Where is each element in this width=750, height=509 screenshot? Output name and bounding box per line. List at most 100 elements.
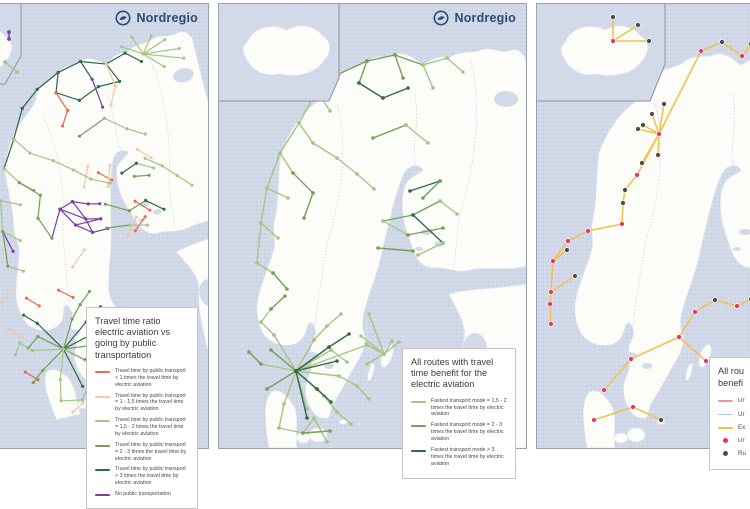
route-edge (279, 152, 294, 174)
rural-airport-node (646, 38, 652, 44)
rural-airport-node (610, 14, 616, 20)
rural-airport-node (639, 160, 645, 166)
route-edge (313, 325, 328, 341)
route-edge (256, 262, 274, 274)
route-edge (394, 54, 404, 79)
rural-airport-node (622, 187, 628, 193)
route-edge (31, 348, 65, 352)
route-node (108, 181, 112, 185)
route-edge (0, 200, 21, 206)
route-edge (295, 346, 330, 372)
urban-airport-node (565, 238, 571, 244)
route-edge (336, 157, 358, 175)
legend-line-swatch (411, 425, 426, 428)
route-node (144, 198, 148, 202)
legend-item: Travel time by public transport < 1 time… (95, 368, 189, 389)
route-node (163, 38, 167, 42)
route-edge (71, 303, 81, 320)
route-edge (79, 60, 107, 65)
route-node (18, 203, 22, 207)
route-node (143, 156, 147, 160)
rural-airport-node (640, 122, 646, 128)
route-edge (133, 174, 150, 177)
route-edge (13, 138, 31, 154)
route-node (408, 189, 412, 193)
urban-airport-node (547, 301, 553, 307)
route-edge (85, 218, 94, 234)
route-edge (61, 109, 69, 127)
route-node (103, 202, 107, 206)
route-edge (295, 360, 338, 372)
route-edge (52, 160, 75, 171)
route-edge (422, 57, 448, 66)
route-edge (55, 71, 59, 94)
route-edge (658, 50, 702, 135)
route-edge (637, 128, 660, 135)
route-node (96, 171, 100, 175)
route-node (18, 341, 22, 345)
legend-item-label: No public transportation (115, 491, 171, 497)
route-node (82, 248, 86, 252)
nordregio-logo: Nordregio (433, 10, 516, 26)
iceland-inset (537, 4, 666, 102)
route-edge (2, 230, 21, 242)
route-edge (366, 54, 396, 62)
route-edge (552, 249, 568, 262)
route-edge (694, 299, 716, 313)
route-node (70, 317, 74, 321)
route-edge (19, 342, 34, 352)
route-edge (131, 36, 144, 55)
route-edge (248, 351, 262, 365)
route-node (80, 398, 84, 402)
route-edge (97, 80, 121, 88)
route-edge (302, 430, 331, 434)
route-edge (55, 92, 81, 101)
route-node (175, 173, 179, 178)
route-node (312, 338, 316, 342)
route-node (21, 269, 25, 273)
route-edge (313, 417, 328, 443)
legend-item: No public transportation (95, 491, 189, 498)
route-edge (144, 157, 163, 167)
route-edge (383, 340, 393, 355)
rural-airport-node (719, 39, 725, 45)
route-node (349, 422, 353, 426)
route-node (89, 177, 93, 181)
route-edge (128, 224, 148, 226)
legend-title: All rou (718, 366, 745, 376)
route-node (141, 52, 145, 56)
route-edge (87, 203, 101, 205)
route-edge (72, 401, 84, 413)
route-node (190, 183, 194, 187)
legend-item-label: Travel time by public transport < 1 time… (115, 367, 186, 388)
route-node (35, 321, 39, 325)
route-edge (7, 265, 25, 272)
route-edge (161, 165, 178, 177)
legend-line-swatch (411, 449, 426, 452)
route-node (461, 70, 465, 74)
route-edge (106, 224, 130, 229)
route-node (134, 215, 138, 219)
route-edge (621, 202, 624, 225)
route-node (71, 295, 75, 299)
route-node (337, 374, 341, 378)
route-edge (278, 403, 285, 429)
urban-airport-node (585, 228, 591, 234)
route-edge (636, 133, 660, 176)
route-edge (78, 117, 106, 137)
urban-airport-node (628, 356, 634, 362)
route-edge (142, 47, 181, 55)
route-node (182, 56, 186, 60)
legend-item-label: Travel time by public transport = 1,5 - … (115, 417, 186, 437)
map-panel-travel-time-benefit: Nordregio All routes with travel time be… (218, 3, 527, 479)
legend-line-swatch (411, 400, 426, 403)
screenshot-root: { "logo": { "text": "Nordregio" }, "colo… (0, 3, 750, 509)
route-node (123, 51, 127, 55)
route-edge (298, 122, 314, 144)
route-node (312, 416, 316, 420)
urban-airport-node (548, 321, 554, 327)
route-node (438, 179, 442, 183)
route-edge (135, 162, 155, 169)
route-edge (658, 103, 665, 135)
route-node (78, 59, 83, 64)
